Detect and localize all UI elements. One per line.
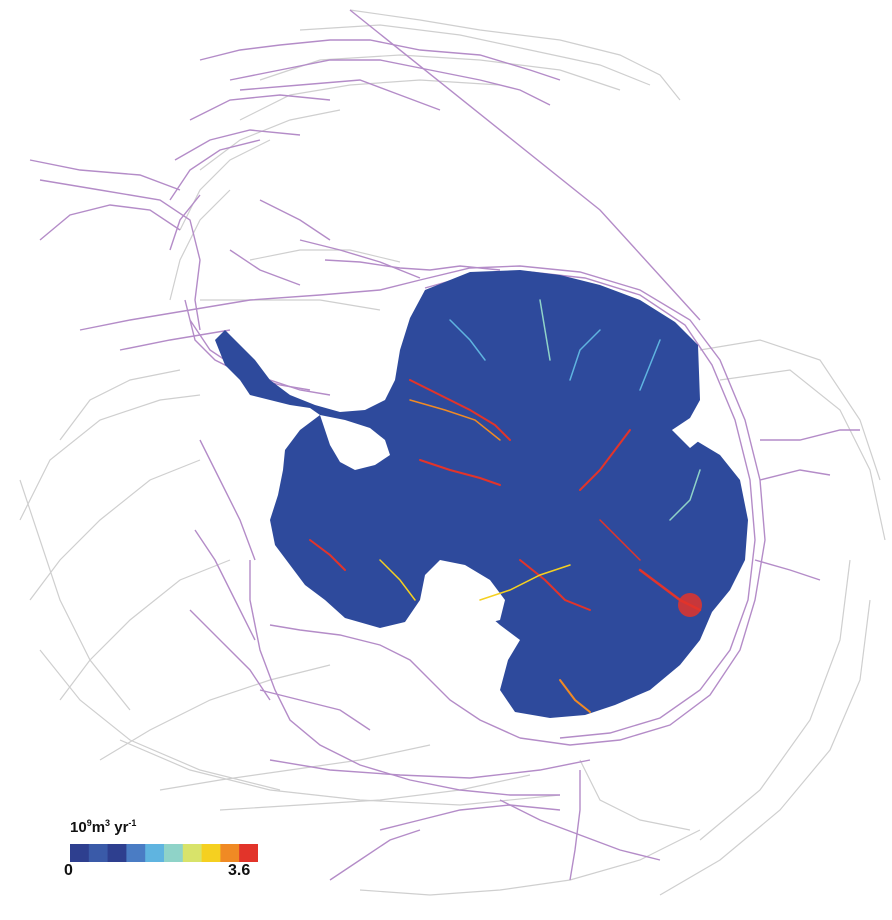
legend-color-step	[107, 844, 127, 862]
legend-title-exp1: 9	[86, 818, 92, 828]
legend-title-exp2: 3	[105, 818, 111, 828]
ice-sheet	[215, 270, 748, 718]
legend-color-step	[70, 844, 90, 862]
legend-color-step	[201, 844, 221, 862]
purple-tracks	[29, 9, 860, 881]
legend-color-step	[182, 844, 203, 862]
legend-colorbar	[70, 844, 258, 862]
legend-title-unit: m	[91, 819, 106, 836]
legend-title-base: 10	[70, 819, 87, 836]
legend-color-step	[239, 844, 258, 862]
gray-tracks	[19, 9, 886, 896]
legend-title: 109m3 yr-1	[70, 818, 136, 836]
legend-max-label: 3.6	[228, 862, 251, 879]
legend-color-step	[126, 844, 146, 862]
legend-color-step	[88, 844, 109, 862]
legend-color-step	[145, 844, 165, 862]
legend-title-exp3: -1	[128, 818, 137, 828]
legend-color-step	[164, 844, 184, 862]
legend-color-step	[220, 844, 240, 862]
legend-title-unit2: yr	[110, 819, 129, 836]
legend-min-label: 0	[64, 862, 73, 879]
